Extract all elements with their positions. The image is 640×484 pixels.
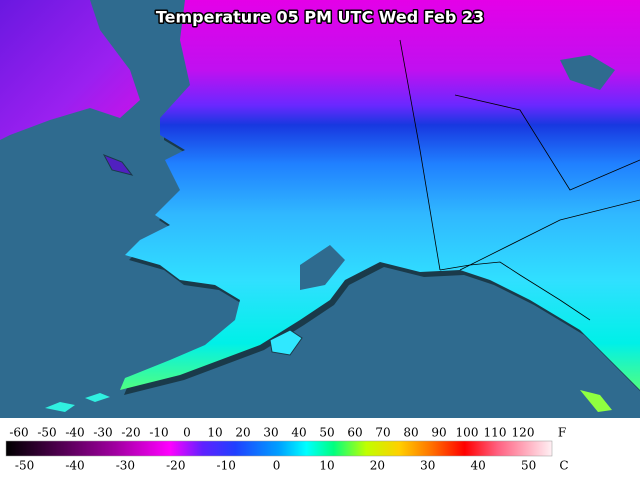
legend-f-label: -10 (149, 426, 168, 440)
legend-c-label: 50 (521, 459, 536, 473)
legend-f-label: 50 (319, 426, 334, 440)
russia-land (0, 0, 140, 140)
legend-f-label: 40 (291, 426, 306, 440)
legend-c-label: -20 (166, 459, 185, 473)
legend-f-label: 60 (347, 426, 362, 440)
legend-c-label: 0 (273, 459, 281, 473)
legend-f-label: -30 (93, 426, 112, 440)
color-scale (5, 440, 553, 457)
unit-f: F (558, 426, 566, 440)
st-lawrence-island (102, 154, 134, 176)
map-title: Temperature 05 PM UTC Wed Feb 23 (156, 8, 484, 27)
legend-f-label: 10 (207, 426, 222, 440)
legend-c-label: 20 (370, 459, 385, 473)
legend-c-label: -10 (217, 459, 236, 473)
legend-c-label: -40 (65, 459, 84, 473)
legend-f-label: 120 (512, 426, 535, 440)
arctic-water (560, 55, 615, 90)
legend-f-label: 110 (484, 426, 507, 440)
unit-c: C (559, 459, 568, 473)
legend-f-label: -20 (121, 426, 140, 440)
cook-inlet (300, 245, 345, 290)
legend-f-label: 20 (235, 426, 250, 440)
borders (399, 39, 640, 321)
aleutian-island (45, 402, 75, 412)
alaska-canada-land (120, 0, 640, 390)
kodiak-island (269, 329, 303, 356)
legend-c-label: 10 (319, 459, 334, 473)
legend-f-label: -40 (65, 426, 84, 440)
legend-f-label: 0 (183, 426, 191, 440)
legend-f-label: 70 (375, 426, 390, 440)
legend-c-label: -50 (15, 459, 34, 473)
legend-f-label: 80 (403, 426, 418, 440)
legend-c-label: -30 (116, 459, 135, 473)
legend-c-label: 30 (420, 459, 435, 473)
legend-f-label: -50 (37, 426, 56, 440)
legend-c-label: 40 (471, 459, 486, 473)
legend-f-label: 90 (431, 426, 446, 440)
haida-gwaii (580, 390, 612, 412)
legend-f-label: 30 (263, 426, 278, 440)
legend-f-label: -60 (9, 426, 28, 440)
legend-f-label: 100 (456, 426, 479, 440)
aleutian-island (85, 393, 110, 402)
